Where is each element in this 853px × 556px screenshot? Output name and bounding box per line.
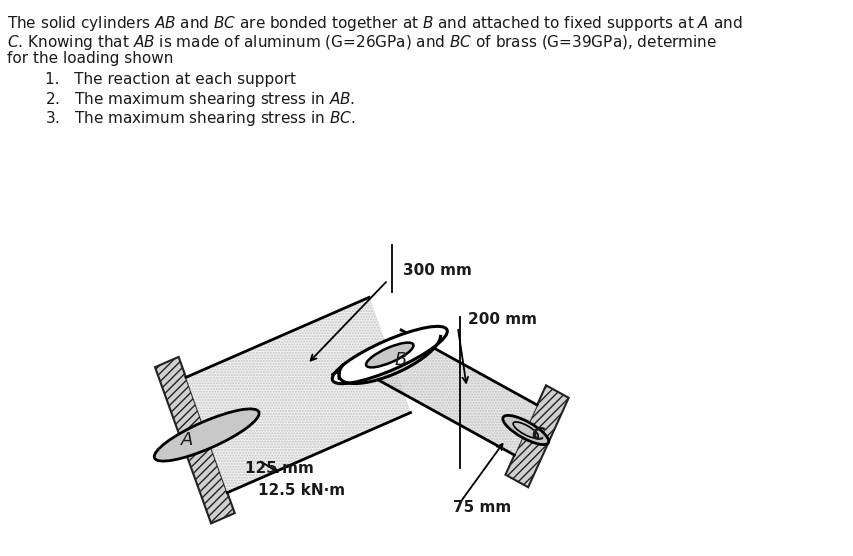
Ellipse shape [366, 342, 413, 368]
Text: for the loading shown: for the loading shown [7, 51, 173, 66]
Text: 1.   The reaction at each support: 1. The reaction at each support [45, 72, 296, 87]
Text: B: B [394, 351, 406, 369]
Ellipse shape [332, 326, 447, 384]
Text: 300 mm: 300 mm [403, 262, 472, 277]
Polygon shape [505, 385, 568, 487]
Text: 200 mm: 200 mm [467, 311, 536, 326]
Text: The solid cylinders $AB$ and $BC$ are bonded together at $B$ and attached to fix: The solid cylinders $AB$ and $BC$ are bo… [7, 14, 742, 33]
Polygon shape [186, 297, 410, 493]
Text: 75 mm: 75 mm [453, 500, 511, 515]
Text: C: C [531, 426, 544, 444]
Text: 12.5 kN·m: 12.5 kN·m [258, 483, 345, 498]
Ellipse shape [154, 409, 258, 461]
Text: 125 mm: 125 mm [245, 460, 313, 475]
Text: 3.   The maximum shearing stress in $BC$.: 3. The maximum shearing stress in $BC$. [45, 108, 356, 127]
Text: 2.   The maximum shearing stress in $AB$.: 2. The maximum shearing stress in $AB$. [45, 90, 355, 109]
Polygon shape [155, 357, 235, 523]
Text: A: A [180, 431, 193, 449]
Text: $C$. Knowing that $AB$ is made of aluminum (G=26GPa) and $BC$ of brass (G=39GPa): $C$. Knowing that $AB$ is made of alumin… [7, 32, 717, 52]
Ellipse shape [502, 415, 548, 445]
Polygon shape [378, 330, 537, 455]
